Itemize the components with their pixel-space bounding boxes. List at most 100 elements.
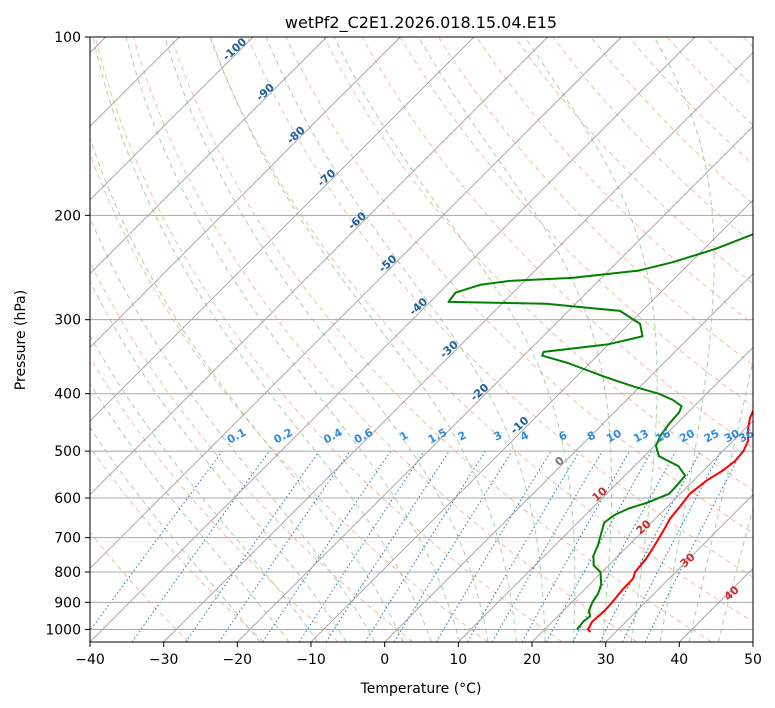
y-tick-label: 1000 — [45, 622, 81, 638]
dry-adiabat-label: -80 — [284, 123, 308, 146]
mixing-ratio-label: 16 — [653, 427, 673, 446]
y-tick-label: 300 — [54, 313, 81, 329]
dry-adiabat-label: -20 — [468, 381, 492, 404]
moist-adiabat-line — [92, 37, 432, 642]
dry-adiabat-line — [514, 37, 753, 285]
x-tick-label: −30 — [149, 652, 179, 668]
dry-adiabat-line — [247, 37, 753, 578]
isotherm-line — [163, 52, 753, 642]
y-tick-label: 100 — [54, 30, 81, 46]
moist-adiabat-line — [90, 426, 261, 642]
moist-adiabat-line — [90, 216, 376, 642]
dry-adiabat-line — [94, 37, 563, 642]
x-tick-label: 0 — [380, 652, 389, 668]
x-tick-label: −40 — [75, 652, 105, 668]
dry-adiabat-line — [90, 531, 190, 642]
mixing-ratio-label: 3 — [492, 429, 505, 444]
y-tick-label: 800 — [54, 565, 81, 581]
mixing-ratio-line — [218, 450, 351, 642]
mixing-ratio-label: 0.6 — [352, 426, 376, 447]
isotherm-line — [90, 37, 475, 422]
moist-adiabat-line — [265, 37, 546, 642]
isotherm-line — [384, 273, 753, 642]
moist-adiabat-line — [717, 506, 753, 642]
mixing-ratio-line — [325, 450, 450, 642]
mixing-ratio-line — [364, 450, 486, 642]
y-tick-label: 700 — [54, 531, 81, 547]
isotherm-line — [310, 199, 753, 642]
isotherm-line — [752, 641, 753, 642]
x-tick-label: 50 — [744, 652, 762, 668]
dewpoint-profile-line — [447, 233, 753, 631]
mixing-ratio-line — [298, 450, 425, 642]
isotherm-line — [90, 37, 548, 496]
dry-adiabat-label: -40 — [407, 295, 431, 318]
isotherm-line — [531, 420, 753, 642]
dry-adiabat-label: -70 — [315, 166, 339, 189]
background-lines — [90, 37, 753, 642]
plot-area: -100-90-80-70-60-50-40-30-20-10010203040… — [90, 35, 753, 642]
mixing-ratio-label: 13 — [631, 427, 651, 446]
dry-adiabat-label: 10 — [590, 484, 610, 504]
y-tick-label: 900 — [54, 595, 81, 611]
mixing-ratio-line — [131, 450, 270, 642]
mixing-ratio-line — [393, 450, 513, 642]
moist-adiabat-line — [210, 37, 517, 642]
dry-adiabat-line — [90, 446, 264, 642]
dry-adiabat-line — [132, 37, 638, 642]
mixing-ratio-line — [185, 450, 320, 642]
dry-adiabat-line — [209, 37, 753, 623]
moist-adiabat-line — [125, 37, 461, 642]
dry-adiabat-line — [171, 37, 712, 642]
moist-adiabat-line — [164, 37, 489, 642]
isotherm-line — [90, 37, 254, 201]
isotherm-line — [679, 567, 753, 642]
dry-adiabat-line — [90, 356, 339, 642]
dry-adiabat-line — [437, 37, 753, 366]
moist-adiabat-line — [688, 358, 753, 642]
isotherm-line — [605, 494, 753, 642]
dry-adiabat-line — [361, 37, 753, 449]
dry-adiabat-line — [399, 37, 753, 407]
dry-adiabat-line — [90, 152, 488, 642]
mixing-ratio-label: 0.2 — [272, 426, 295, 447]
dry-adiabat-line — [90, 260, 414, 642]
mixing-ratio-label: 4 — [518, 428, 531, 443]
x-axis: −40 −30 −20 −10 0 10 20 30 40 50 — [75, 642, 762, 668]
profile-lines — [447, 233, 753, 633]
dry-adiabat-line — [704, 37, 753, 87]
isotherm-line — [90, 37, 696, 642]
dry-adiabat-label: -90 — [254, 81, 278, 104]
moist-adiabat-line — [524, 37, 658, 642]
isotherm-line — [90, 37, 327, 275]
y-tick-label: 200 — [54, 208, 81, 224]
dry-adiabat-label: -30 — [437, 338, 461, 361]
mixing-ratio-label: 1.5 — [426, 426, 449, 447]
plot-frame — [89, 36, 754, 643]
moist-adiabat-line — [90, 136, 404, 642]
moist-adiabat-line — [90, 382, 290, 642]
grid-lines — [90, 37, 753, 642]
mixing-ratio-label: 1 — [398, 429, 411, 444]
y-axis: 100 200 300 400 500 600 700 800 900 1000 — [45, 30, 90, 638]
isotherm-line — [237, 125, 753, 642]
x-tick-label: −20 — [223, 652, 253, 668]
dry-adiabat-label: -100 — [220, 35, 249, 63]
x-tick-label: 30 — [597, 652, 615, 668]
moist-adiabat-line — [653, 37, 715, 642]
mixing-ratio-label: 0.1 — [225, 426, 248, 447]
mixing-ratio-line — [435, 450, 552, 642]
y-tick-label: 500 — [54, 444, 81, 460]
y-tick-label: 400 — [54, 387, 81, 403]
dry-adiabat-label: -50 — [376, 252, 400, 275]
mixing-ratio-line — [262, 450, 392, 642]
x-tick-label: −10 — [296, 652, 326, 668]
x-tick-label: 10 — [449, 652, 467, 668]
mixing-ratio-line — [545, 450, 653, 642]
x-tick-label: 20 — [523, 652, 541, 668]
dry-adiabat-line — [590, 37, 753, 205]
moist-adiabat-line — [90, 334, 319, 642]
dry-adiabat-line — [666, 37, 753, 126]
mixing-ratio-label: 10 — [604, 427, 624, 446]
mixing-ratio-line — [90, 450, 223, 632]
